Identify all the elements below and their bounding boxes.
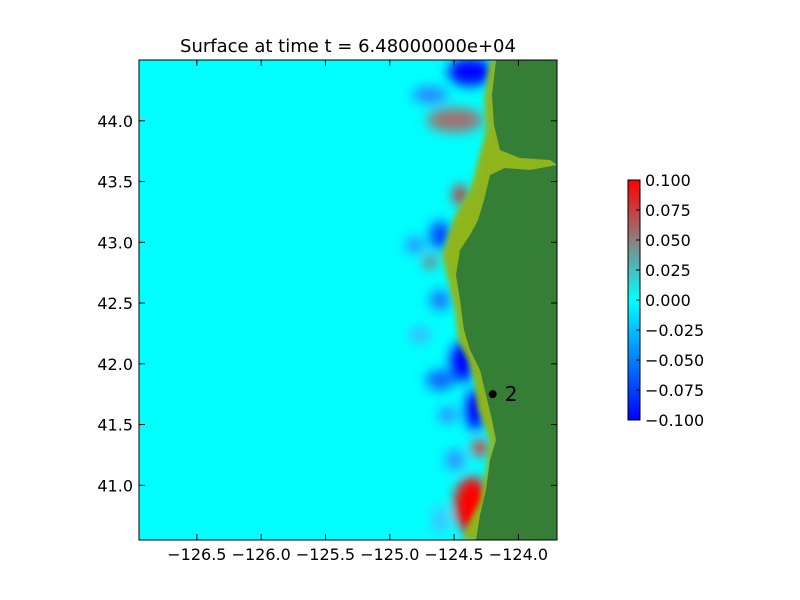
x-tick-label: −126.5 (167, 545, 226, 564)
gauge-point (488, 390, 497, 399)
gauge-markers: 2 (488, 382, 518, 406)
chart-title: Surface at time t = 6.48000000e+04 (180, 36, 516, 57)
y-tick-label: 41.5 (97, 416, 133, 435)
colorbar-tick-label: −0.075 (645, 381, 704, 400)
x-tick-label: −125.5 (296, 545, 355, 564)
y-tick-label: 44.0 (97, 112, 133, 131)
plot-frame (138, 59, 558, 541)
y-tick-label: 43.0 (97, 233, 133, 252)
x-tick-label: −124.5 (424, 545, 483, 564)
colorbar-tick-label: −0.050 (645, 351, 704, 370)
x-tick-label: −126.0 (232, 545, 291, 564)
x-axis: −126.5 −126.0 −125.5 −125.0 −124.5 −124.0 (167, 60, 548, 564)
colorbar-ticks: 0.100 0.075 0.050 0.025 0.000 −0.025 −0.050 −0.… (636, 171, 704, 430)
colorbar-tick-label: 0.050 (645, 231, 691, 250)
y-tick-label: 43.5 (97, 173, 133, 192)
y-tick-label: 42.0 (97, 355, 133, 374)
x-tick-label: −124.0 (489, 545, 548, 564)
colorbar-tick-label: 0.000 (645, 291, 691, 310)
colorbar-tick-label: 0.100 (645, 171, 691, 190)
y-tick-label: 42.5 (97, 294, 133, 313)
x-tick-label: −125.0 (360, 545, 419, 564)
gauge-label: 2 (505, 382, 518, 406)
colorbar-tick-label: 0.075 (645, 201, 691, 220)
y-axis: 41.0 41.5 42.0 42.5 43.0 43.5 44.0 (97, 112, 557, 495)
plot-area (139, 60, 557, 540)
colorbar-tick-label: −0.025 (645, 321, 704, 340)
colorbar-tick-label: −0.100 (645, 411, 704, 430)
y-tick-label: 41.0 (97, 476, 133, 495)
colorbar-tick-label: 0.025 (645, 261, 691, 280)
land-mass (456, 60, 557, 540)
